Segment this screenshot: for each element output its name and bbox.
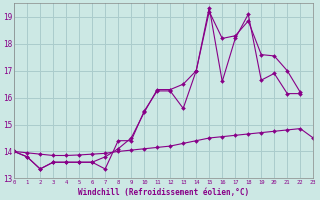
X-axis label: Windchill (Refroidissement éolien,°C): Windchill (Refroidissement éolien,°C) xyxy=(78,188,249,197)
